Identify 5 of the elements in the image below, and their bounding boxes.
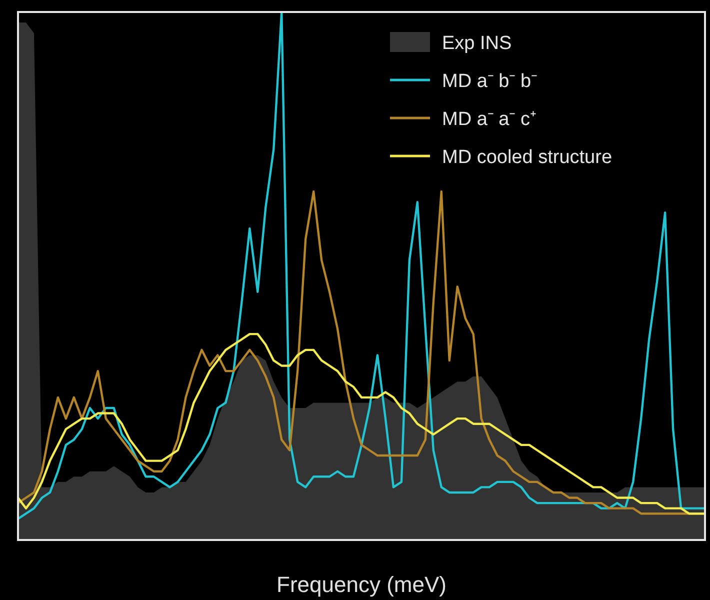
legend-label: MD a⁻ a⁻ c⁺ (442, 109, 536, 130)
legend-label: Exp INS (442, 33, 512, 54)
legend-label: MD a⁻ b⁻ b⁻ (442, 71, 538, 92)
legend-label: MD cooled structure (442, 147, 612, 168)
x-axis-title: Frequency (meV) (276, 572, 446, 597)
